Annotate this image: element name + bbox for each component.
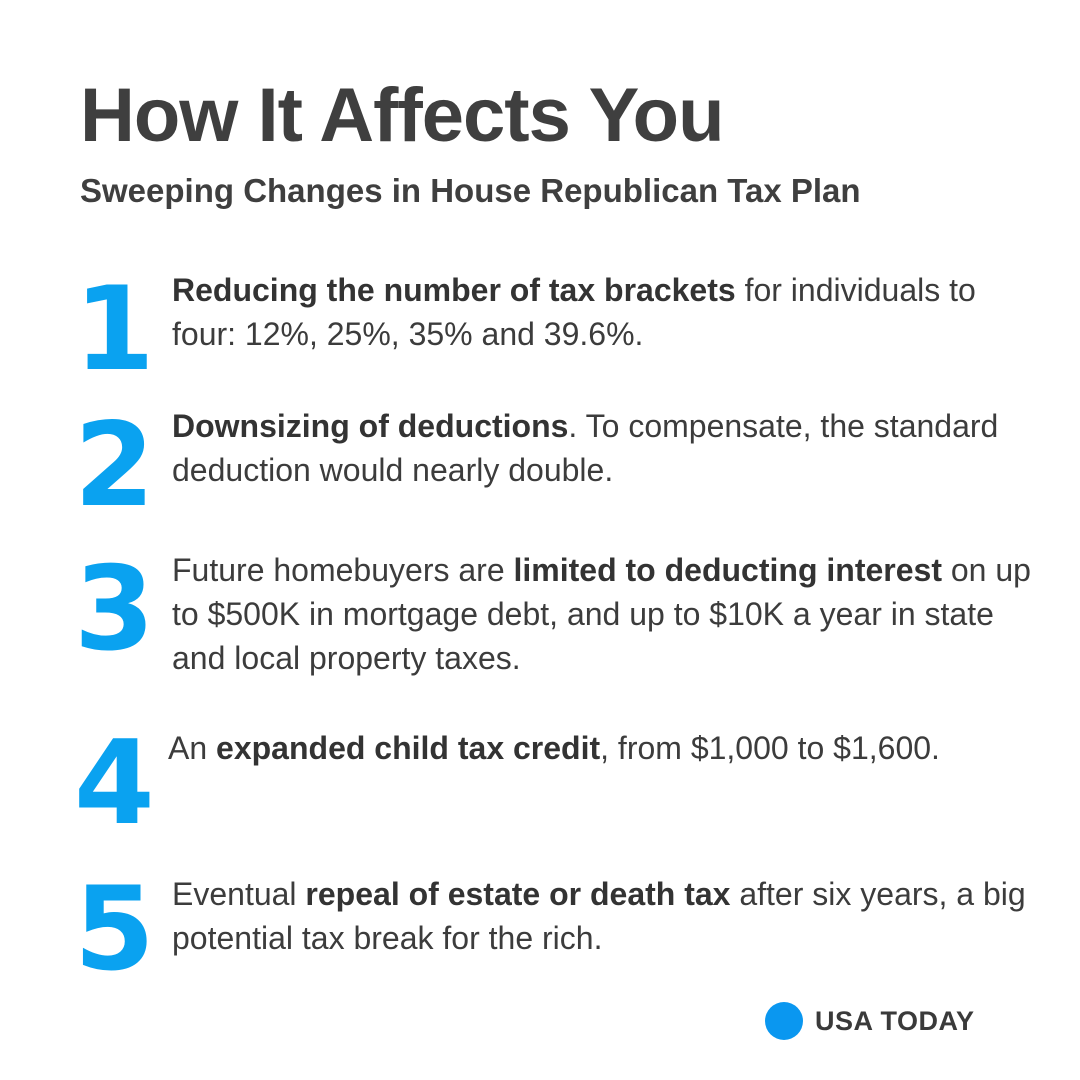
item-text: Eventual repeal of estate or death tax a… bbox=[172, 872, 1034, 960]
blue-circle-logo-icon bbox=[765, 1002, 803, 1040]
item-text-regular: . To compensate, the standard deduction … bbox=[172, 408, 999, 488]
item-number: 5 bbox=[74, 862, 155, 997]
brand-name: USA TODAY bbox=[815, 1005, 975, 1036]
item-text-regular: Future homebuyers are bbox=[172, 552, 514, 588]
item-number: 3 bbox=[74, 542, 155, 677]
usa-today-logo: USA TODAY bbox=[765, 1002, 975, 1040]
item-text-regular: Eventual bbox=[172, 876, 306, 912]
item-text-bold: limited to deducting interest bbox=[513, 552, 942, 588]
item-text: Future homebuyers are limited to deducti… bbox=[172, 548, 1034, 680]
item-number: 2 bbox=[74, 398, 155, 533]
item-number: 1 bbox=[74, 262, 155, 397]
page-title: How It Affects You bbox=[80, 73, 725, 158]
item-text-bold: Downsizing of deductions bbox=[172, 408, 569, 444]
item-text-bold: expanded child tax credit bbox=[216, 730, 601, 766]
item-text: Reducing the number of tax brackets for … bbox=[172, 268, 1034, 356]
item-number: 4 bbox=[74, 716, 155, 851]
item-text-bold: repeal of estate or death tax bbox=[305, 876, 731, 912]
item-text-regular: after six years, a big potential tax bre… bbox=[172, 876, 1026, 956]
item-text-regular: for individuals to four: 12%, 25%, 35% a… bbox=[172, 272, 976, 352]
item-text-regular: An bbox=[168, 730, 217, 766]
item-text-regular: on up to $500K in mortgage debt, and up … bbox=[172, 552, 1031, 676]
item-text-bold: Reducing the number of tax brackets bbox=[172, 272, 736, 308]
item-text: An expanded child tax credit, from $1,00… bbox=[168, 726, 1034, 770]
page-subtitle: Sweeping Changes in House Republican Tax… bbox=[80, 172, 861, 209]
item-text: Downsizing of deductions. To compensate,… bbox=[172, 404, 1034, 492]
item-text-regular: , from $1,000 to $1,600. bbox=[600, 730, 940, 766]
